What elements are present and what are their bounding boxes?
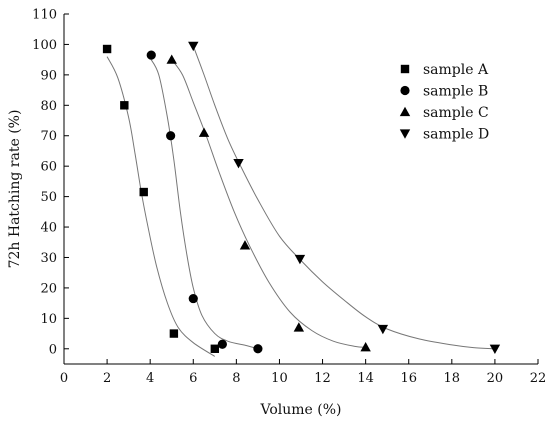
data-point <box>139 187 148 197</box>
legend-marker <box>399 129 411 139</box>
legend-marker <box>400 85 410 96</box>
legend-marker <box>400 64 410 74</box>
y-tick-label: 20 <box>40 281 57 296</box>
y-tick-label: 60 <box>40 160 57 175</box>
x-tick-label: 6 <box>189 371 197 386</box>
y-tick-label: 100 <box>32 38 57 53</box>
y-tick-label: 40 <box>40 221 57 236</box>
data-point <box>188 41 199 52</box>
y-tick-label: 110 <box>32 8 57 23</box>
y-tick-label: 30 <box>40 251 57 266</box>
y-tick-label: 80 <box>40 99 57 114</box>
data-point <box>198 127 210 137</box>
axes: 0 2 4 6 8 10 12 14 16 18 20 22 0 10 20 30 40 50 60 70 80 90 10… <box>32 8 546 387</box>
y-tick-label: 10 <box>40 312 57 327</box>
data-point <box>377 324 389 335</box>
data-point <box>489 344 501 354</box>
y-tick-label: 0 <box>49 342 57 357</box>
fit-curve <box>171 59 366 348</box>
x-tick-label: 16 <box>400 371 417 386</box>
x-tick-label: 10 <box>271 371 288 386</box>
y-tick-label: 70 <box>40 129 57 144</box>
data-point <box>253 344 263 354</box>
y-tick-label: 50 <box>40 190 57 205</box>
x-tick-label: 20 <box>487 371 504 386</box>
data-point <box>210 344 220 353</box>
data-point <box>293 322 305 332</box>
data-point <box>360 342 371 352</box>
data-point <box>102 44 112 54</box>
legend-label: sample D <box>423 127 489 143</box>
data-point <box>294 254 306 265</box>
x-tick-label: 2 <box>103 371 111 386</box>
data-markers <box>102 41 501 354</box>
x-tick-label: 4 <box>146 371 154 386</box>
data-point <box>239 240 251 250</box>
legend-label: sample B <box>423 84 488 100</box>
fit-curve <box>192 45 495 350</box>
legend-label: sample C <box>423 105 489 121</box>
x-tick-label: 22 <box>530 371 547 386</box>
x-tick-label: 0 <box>60 371 68 386</box>
data-point <box>233 158 244 169</box>
data-point <box>188 293 198 304</box>
x-axis-label: Volume (%) <box>260 402 342 418</box>
y-tick-label: 90 <box>40 68 57 83</box>
legend-marker <box>399 106 411 117</box>
x-tick-label: 8 <box>232 371 240 386</box>
y-axis-label: 72h Hatching rate (%) <box>7 110 23 269</box>
data-point <box>120 101 129 110</box>
legend-label: sample A <box>423 62 489 78</box>
data-point <box>166 54 177 64</box>
data-point <box>146 50 156 60</box>
data-point <box>166 131 176 141</box>
fit-curves <box>106 45 495 357</box>
x-tick-label: 12 <box>314 371 331 386</box>
x-tick-label: 14 <box>357 371 374 386</box>
data-point <box>217 339 227 349</box>
x-tick-label: 18 <box>444 371 461 386</box>
legend: sample A sample B sample C sample D <box>399 62 489 143</box>
data-point <box>169 329 179 338</box>
fit-curve <box>149 57 259 350</box>
